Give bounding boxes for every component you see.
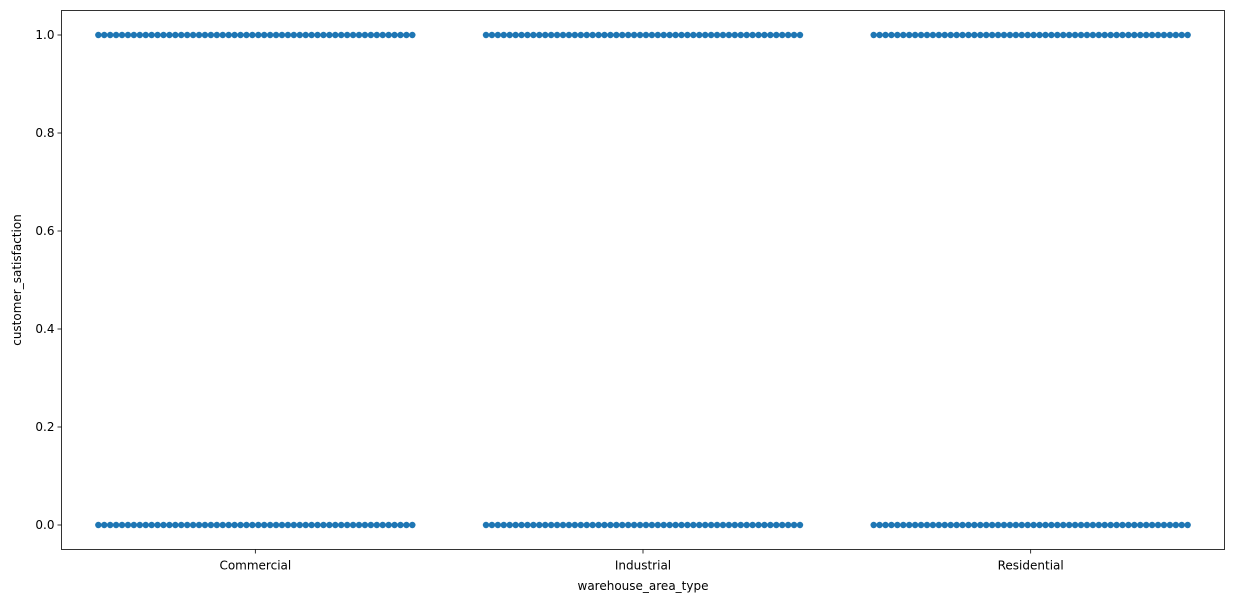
y-axis-title: customer_satisfaction [10, 214, 24, 346]
y-tick-label: 0.6 [35, 224, 54, 238]
data-point-band [98, 33, 413, 37]
y-axis: 0.0 0.2 0.4 0.6 0.8 1.0 [35, 28, 62, 532]
y-tick-label: 0.2 [35, 420, 54, 434]
y-tick-label: 0.0 [35, 518, 54, 532]
x-axis: Commercial Industrial Residential [219, 549, 1064, 573]
plot-frame [61, 10, 1225, 550]
x-axis-title: warehouse_area_type [578, 579, 709, 593]
y-tick-label: 1.0 [35, 28, 54, 42]
x-tick-label: Industrial [615, 559, 671, 573]
y-tick-label: 0.8 [35, 126, 54, 140]
x-tick-label: Residential [998, 559, 1064, 573]
data-point-band [485, 523, 801, 527]
data-point-band [873, 523, 1188, 527]
data-point-band [873, 33, 1188, 37]
y-tick-label: 0.4 [35, 322, 54, 336]
data-point-band [98, 523, 413, 527]
data-points [95, 31, 1191, 529]
data-point-band [485, 33, 801, 37]
x-tick-label: Commercial [219, 559, 291, 573]
